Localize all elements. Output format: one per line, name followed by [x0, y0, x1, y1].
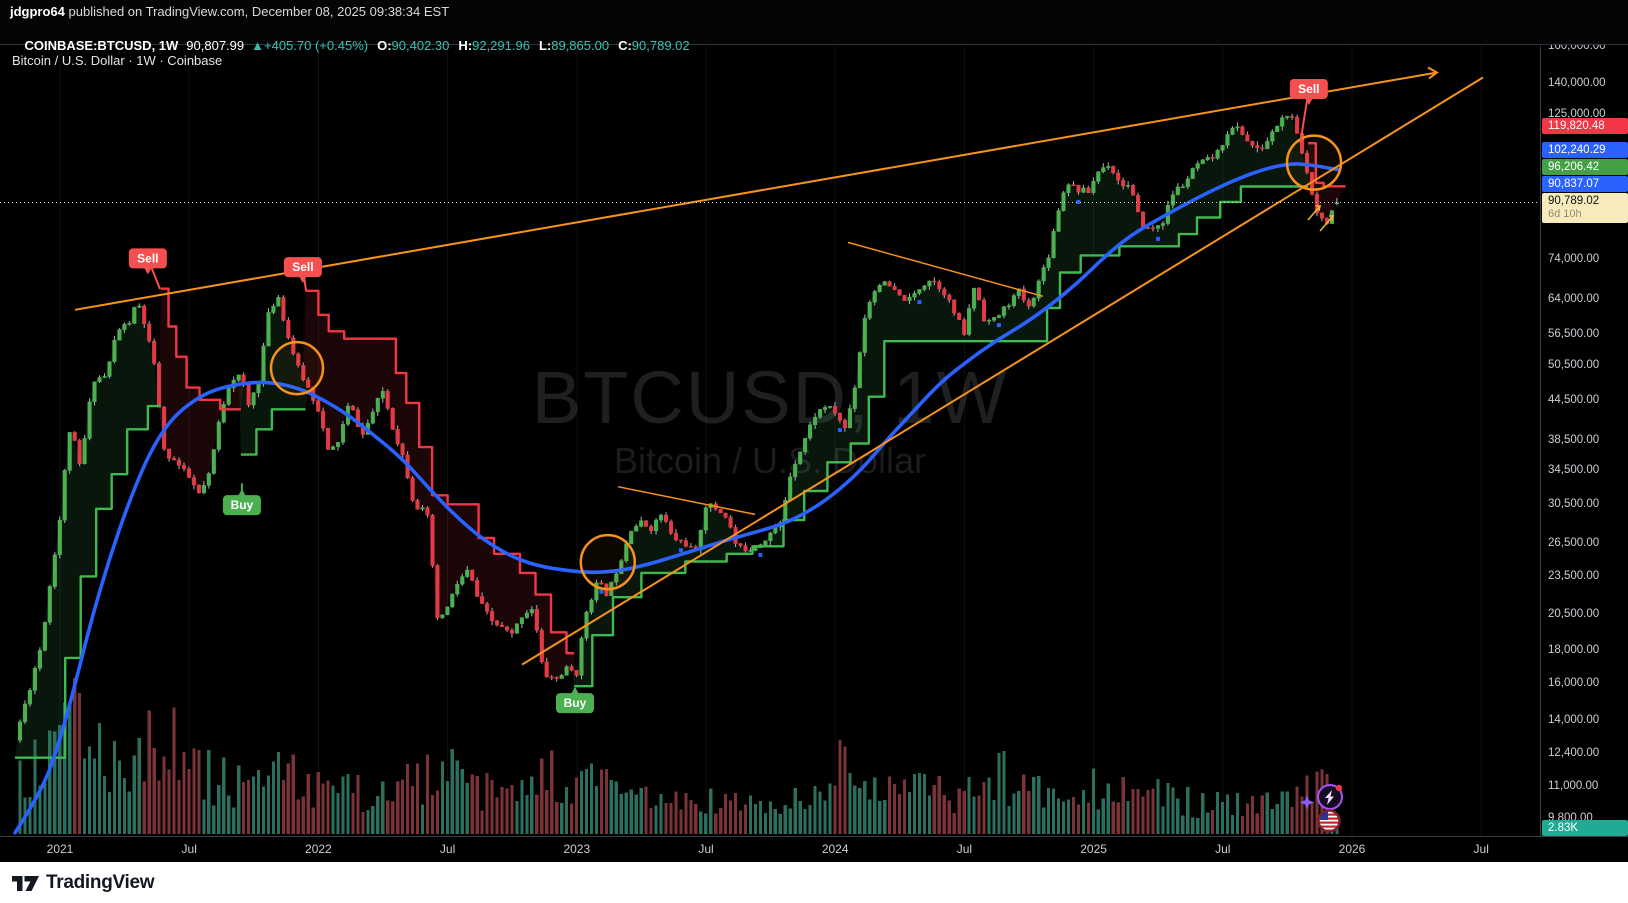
price-tick: 23,500.00 — [1548, 570, 1600, 583]
price-tick: 34,500.00 — [1548, 464, 1600, 477]
chart-canvas[interactable]: Sell Buy Sell Buy Sell — [0, 46, 1540, 836]
sell-signal-label: Sell — [1289, 78, 1328, 105]
tradingview-logo-link[interactable]: TradingView — [12, 872, 155, 894]
sell-signal-label: Sell — [283, 257, 322, 284]
tradingview-logo-text: TradingView — [46, 872, 155, 893]
time-tick: Jul — [698, 842, 714, 856]
tradingview-logo-icon — [12, 875, 39, 891]
buy-signal-label: Buy — [222, 489, 261, 516]
username: jdgpro64 — [10, 4, 65, 19]
price-change: +405.70 (+0.45%) — [264, 38, 369, 53]
time-tick: Jul — [439, 842, 456, 856]
open-value: 90,402.30 — [391, 38, 450, 53]
time-tick: Jul — [1215, 842, 1231, 856]
price-tick: 11,000.00 — [1548, 780, 1599, 793]
byline-text: published on TradingView.com, December 0… — [64, 4, 450, 19]
current-price-badge: 90,789.02 6d 10h — [1542, 193, 1628, 223]
moving-average-line — [13, 162, 1340, 835]
high-label: H: — [458, 38, 473, 53]
gold-arrows — [1307, 205, 1335, 232]
price-tick: 14,000.00 — [1548, 713, 1600, 726]
time-tick: 2023 — [563, 842, 591, 856]
time-tick: Jul — [1473, 842, 1489, 856]
indicator-price-badge: 96,206.42 — [1542, 159, 1628, 175]
time-tick: Jul — [181, 842, 197, 856]
time-tick: 2026 — [1338, 842, 1366, 856]
trend-cloud-fills — [15, 116, 1346, 758]
bar-countdown: 6d 10h — [1548, 208, 1582, 220]
price-tick: 16,000.00 — [1548, 676, 1600, 689]
high-value: 92,291.96 — [472, 38, 530, 53]
time-tick: 2022 — [305, 842, 332, 856]
candles — [17, 113, 1339, 743]
price-tick: 26,500.00 — [1548, 537, 1600, 550]
buy-signal-label: Buy — [555, 687, 594, 714]
price-tick: 74,000.00 — [1548, 253, 1600, 266]
time-axis[interactable]: 2021 Jul 2022 Jul 2023 Jul 2024 Jul 2025 Jul 2026 J… — [0, 836, 1628, 862]
time-tick: Jul — [956, 842, 973, 856]
price-tick: 64,000.00 — [1548, 293, 1600, 306]
time-tick: 2024 — [821, 842, 849, 856]
close-label: C: — [618, 38, 632, 53]
low-label: L: — [538, 38, 552, 53]
time-tick: 2021 — [46, 842, 74, 856]
price-axis[interactable]: 160,000.00 140,000.00 125,000.00 74,000.00 6… — [1540, 40, 1628, 836]
price-tick: 30,500.00 — [1548, 498, 1600, 511]
price-tick: 12,400.00 — [1548, 747, 1600, 760]
time-tick: 2025 — [1080, 842, 1107, 856]
volume-value-badge: 2.83K — [1542, 820, 1628, 836]
symbol-status-line: COINBASE:BTCUSD, 1W 90,807.99 ▲+405.70 (+0… — [10, 23, 690, 68]
up-triangle-icon: ▲ — [251, 38, 265, 53]
volume-bars — [18, 677, 1339, 834]
price-tick: 44,500.00 — [1548, 393, 1600, 406]
sparkle-icon[interactable] — [1299, 795, 1315, 810]
blue-dot-markers — [599, 199, 1160, 594]
open-label: O: — [377, 38, 392, 53]
price-tick: 18,000.00 — [1548, 644, 1600, 657]
indicator-price-badge: 102,240.29 — [1542, 142, 1628, 158]
indicator-price-badge: 119,820.48 — [1542, 118, 1628, 134]
pane-title: Bitcoin / U.S. Dollar · 1W · Coinbase — [12, 53, 223, 68]
symbol-title: COINBASE:BTCUSD, 1W — [24, 38, 179, 53]
lightning-badge-icon[interactable] — [1317, 784, 1343, 810]
us-flag-icon[interactable] — [1317, 809, 1341, 833]
price-tick: 20,500.00 — [1548, 608, 1600, 621]
svg-text:Sell: Sell — [292, 260, 313, 274]
svg-text:Buy: Buy — [231, 498, 254, 512]
byline: jdgpro64 published on TradingView.com, D… — [10, 4, 449, 19]
price-tick: 56,500.00 — [1548, 327, 1600, 340]
signal-markers: Sell Buy Sell Buy Sell — [128, 78, 1328, 714]
svg-text:Sell: Sell — [137, 251, 158, 265]
last-price: 90,807.99 — [186, 38, 245, 53]
highlight-circles — [269, 134, 1343, 591]
low-value: 89,865.00 — [551, 38, 610, 53]
price-tick: 125,000.00 — [1548, 108, 1606, 121]
sticker-icons[interactable] — [1299, 784, 1343, 833]
indicator-price-badge: 90,837.07 — [1542, 176, 1628, 192]
price-tick: 50,500.00 — [1548, 358, 1600, 371]
svg-text:Buy: Buy — [564, 696, 587, 710]
price-tick: 140,000.00 — [1548, 76, 1606, 89]
snapshot-header: jdgpro64 published on TradingView.com, D… — [0, 0, 1628, 53]
price-tick: 38,500.00 — [1548, 433, 1600, 446]
sell-signal-label: Sell — [128, 248, 167, 275]
close-value: 90,789.02 — [631, 38, 690, 53]
footer: TradingView — [0, 862, 1628, 903]
chart-pane[interactable]: Sell Buy Sell Buy Sell — [0, 46, 1540, 836]
svg-text:Sell: Sell — [1298, 82, 1319, 96]
